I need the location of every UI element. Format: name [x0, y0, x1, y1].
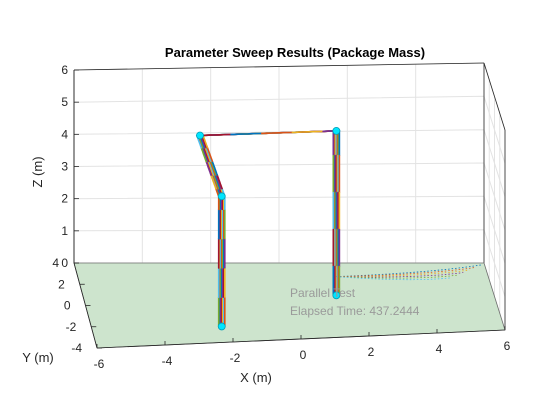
chart-box-front: [73, 69, 506, 349]
trajectory-series-6: [206, 146, 214, 162]
trailing-path: [336, 272, 464, 278]
trajectory-series-7: [291, 130, 324, 134]
x-tick-label: -4: [162, 354, 173, 368]
y-tick-label: 2: [58, 277, 65, 291]
trajectory-series-7: [200, 147, 207, 163]
waypoint-marker-1: [217, 322, 226, 331]
trailing-path: [336, 267, 476, 277]
waypoint-marker-4: [332, 127, 341, 135]
trajectory-series-3: [213, 174, 220, 190]
trailing-path: [336, 269, 470, 278]
trajectory-series-7: [260, 131, 294, 135]
box-edge: [483, 62, 506, 131]
y-tick-label: -4: [71, 341, 82, 355]
z-tick-label: 0: [61, 256, 68, 270]
annotation-parallel-test: Parallel Test: [290, 286, 356, 300]
trajectory-series-5: [215, 174, 222, 190]
trajectory-series-4: [214, 174, 221, 190]
trajectory-series-4: [204, 146, 212, 163]
trajectory-series-3: [203, 146, 210, 163]
x-tick-label: 6: [504, 339, 511, 353]
waypoint-marker-2: [217, 192, 226, 201]
z-tick-label: 2: [61, 192, 68, 206]
trajectory-series-2: [212, 174, 219, 190]
y-tick-label: 0: [64, 299, 71, 313]
x-axis-label: X (m): [240, 370, 272, 385]
trailing-path: [336, 276, 452, 281]
trajectory-series-3: [208, 160, 215, 176]
waypoint-marker-5: [332, 291, 341, 300]
z-tick-label: 6: [61, 63, 68, 77]
trajectory-series-6: [216, 174, 223, 190]
annotation-elapsed-time: Elapsed Time: 437.2444: [290, 304, 420, 318]
chart-title: Parameter Sweep Results (Package Mass): [165, 45, 425, 60]
trajectory-series-1: [211, 174, 218, 190]
x-tick-label: -6: [94, 357, 105, 371]
trajectory-series-7: [210, 174, 217, 190]
z-tick-label: 3: [61, 160, 68, 174]
trajectory-series-7: [199, 133, 232, 137]
trajectory-series-7: [322, 130, 335, 157]
trajectory-series-1: [206, 160, 213, 176]
x-tick-label: 4: [436, 342, 443, 356]
trajectory-series-1: [201, 146, 208, 163]
y-axis-label: Y (m): [22, 350, 54, 365]
x-tick-label: 0: [300, 348, 307, 362]
trajectory-series-2: [207, 160, 214, 176]
trajectory-series-7: [205, 160, 212, 176]
z-tick-label: 4: [61, 127, 68, 141]
x-tick-label: -2: [230, 351, 241, 365]
z-tick-label: 5: [61, 95, 68, 109]
trajectory-series-5: [210, 160, 217, 176]
trajectory-series-4: [209, 160, 216, 176]
z-axis-label: Z (m): [30, 156, 45, 187]
y-tick-label: -2: [66, 320, 77, 334]
y-tick-label: 4: [52, 256, 59, 270]
box-edge: [73, 62, 485, 71]
trailing-path: [336, 274, 458, 279]
waypoint-marker-3: [196, 131, 204, 140]
trajectory-series-5: [205, 146, 213, 163]
trajectory-series-7: [230, 132, 263, 136]
trajectory-series-6: [211, 160, 218, 176]
trajectory-series-2: [202, 146, 209, 163]
waypoint-markers: [196, 127, 341, 331]
trajectory-paths: [195, 129, 482, 328]
x-tick-label: 2: [368, 345, 375, 359]
z-tick-label: 1: [61, 224, 68, 238]
